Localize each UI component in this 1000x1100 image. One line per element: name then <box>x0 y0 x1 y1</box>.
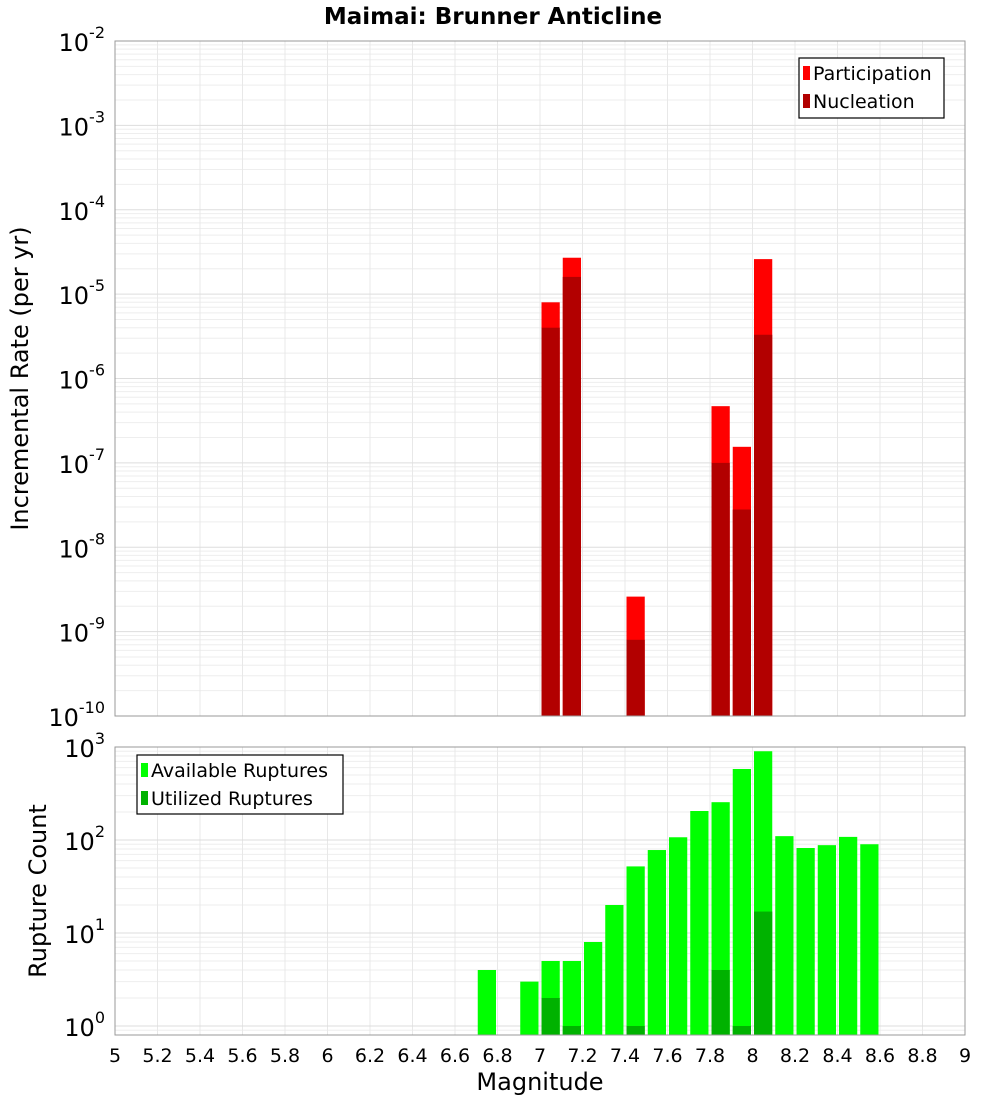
x-axis-label: Magnitude <box>476 1068 603 1096</box>
bar <box>647 850 666 1035</box>
x-tick-label: 8.4 <box>822 1045 852 1067</box>
bar <box>839 836 858 1035</box>
bar <box>477 969 496 1035</box>
count-panel: 100 101 102 103 Rupture Count Available Ruptu… <box>24 729 966 1042</box>
y-tick-label: 10-2 <box>59 23 106 57</box>
x-tick-label: 7.6 <box>652 1045 682 1067</box>
legend-box <box>136 754 344 815</box>
y-tick-label: 102 <box>64 822 105 856</box>
rate-panel: 10-10 10-9 10-8 10-7 10-6 10-5 10-4 10-3 10-2 Inc… <box>6 23 966 732</box>
series-nucleation <box>541 276 773 716</box>
x-tick-label: 7.8 <box>695 1045 725 1067</box>
bar <box>754 911 773 1035</box>
x-tick-label: 6.8 <box>482 1045 512 1067</box>
plot-frame <box>114 746 966 1036</box>
y-tick-label: 10-3 <box>59 107 106 141</box>
y-tick-label: 10-4 <box>59 192 106 226</box>
y-axis-label: Incremental Rate (per yr) <box>6 226 34 530</box>
x-tick-label: 6.2 <box>355 1045 385 1067</box>
x-tick-label: 5.6 <box>227 1045 257 1067</box>
chart-title: Maimai: Brunner Anticline <box>324 4 662 30</box>
series-utilized-ruptures <box>541 911 773 1035</box>
y-tick-label: 10-6 <box>59 361 106 395</box>
bar <box>754 334 773 716</box>
legend-swatch <box>803 66 810 80</box>
legend-swatch <box>141 791 148 805</box>
bar <box>817 845 836 1035</box>
y-tick-label: 103 <box>64 729 105 763</box>
bar <box>626 866 645 1035</box>
x-tick-label: 8 <box>746 1045 758 1067</box>
y-tick-label: 10-10 <box>48 698 105 732</box>
legend-label: Utilized Ruptures <box>151 788 313 810</box>
legend: Participation Nucleation <box>798 57 945 119</box>
y-axis-label: Rupture Count <box>24 804 52 978</box>
x-tick-label: 9 <box>959 1045 971 1067</box>
bar <box>690 811 709 1035</box>
y-tick-label: 10-8 <box>59 529 106 563</box>
legend-label: Nucleation <box>813 91 915 113</box>
y-tick-label: 10-9 <box>59 614 106 648</box>
bar <box>541 997 560 1035</box>
bar <box>626 1025 645 1035</box>
bar <box>562 960 581 1035</box>
y-tick-label: 10-5 <box>59 276 106 310</box>
x-tick-label: 5.8 <box>270 1045 300 1067</box>
x-tick-label: 6.6 <box>440 1045 470 1067</box>
x-tick-label: 7 <box>534 1045 546 1067</box>
legend-label: Available Ruptures <box>151 760 328 782</box>
bar <box>711 969 730 1035</box>
bar <box>626 639 645 716</box>
bar <box>541 327 560 716</box>
legend-label: Participation <box>813 63 932 85</box>
bar <box>860 844 879 1035</box>
y-tick-label: 10-7 <box>59 445 106 479</box>
bar <box>711 462 730 716</box>
x-axis: 5 5.2 5.4 5.6 5.8 6 6.2 6.4 6.6 6.8 7 7.2 7.4 7.6 7.8 8… <box>109 1045 971 1067</box>
x-tick-label: 5.2 <box>142 1045 172 1067</box>
bar <box>732 509 751 716</box>
legend: Available Ruptures Utilized Ruptures <box>136 754 344 815</box>
x-tick-label: 5 <box>109 1045 121 1067</box>
bar <box>520 981 539 1035</box>
legend-swatch <box>141 763 148 777</box>
legend-box <box>798 57 945 119</box>
series-available-ruptures <box>477 751 879 1035</box>
bar <box>669 837 688 1035</box>
bar <box>584 942 603 1035</box>
bar <box>562 1025 581 1035</box>
x-tick-label: 8.2 <box>780 1045 810 1067</box>
x-tick-label: 8.8 <box>907 1045 937 1067</box>
y-tick-label: 101 <box>64 915 105 949</box>
plot-frame <box>114 40 966 717</box>
x-tick-label: 7.2 <box>567 1045 597 1067</box>
bar <box>796 848 815 1035</box>
y-tick-label: 100 <box>64 1008 105 1042</box>
legend-swatch <box>803 94 810 108</box>
bar <box>605 904 624 1035</box>
x-tick-label: 6 <box>321 1045 333 1067</box>
bar <box>732 1025 751 1035</box>
bar <box>562 276 581 716</box>
bar <box>775 836 794 1035</box>
x-tick-label: 8.6 <box>865 1045 895 1067</box>
x-tick-label: 6.4 <box>397 1045 427 1067</box>
x-tick-label: 5.4 <box>185 1045 215 1067</box>
x-tick-label: 7.4 <box>610 1045 640 1067</box>
bar <box>732 769 751 1035</box>
